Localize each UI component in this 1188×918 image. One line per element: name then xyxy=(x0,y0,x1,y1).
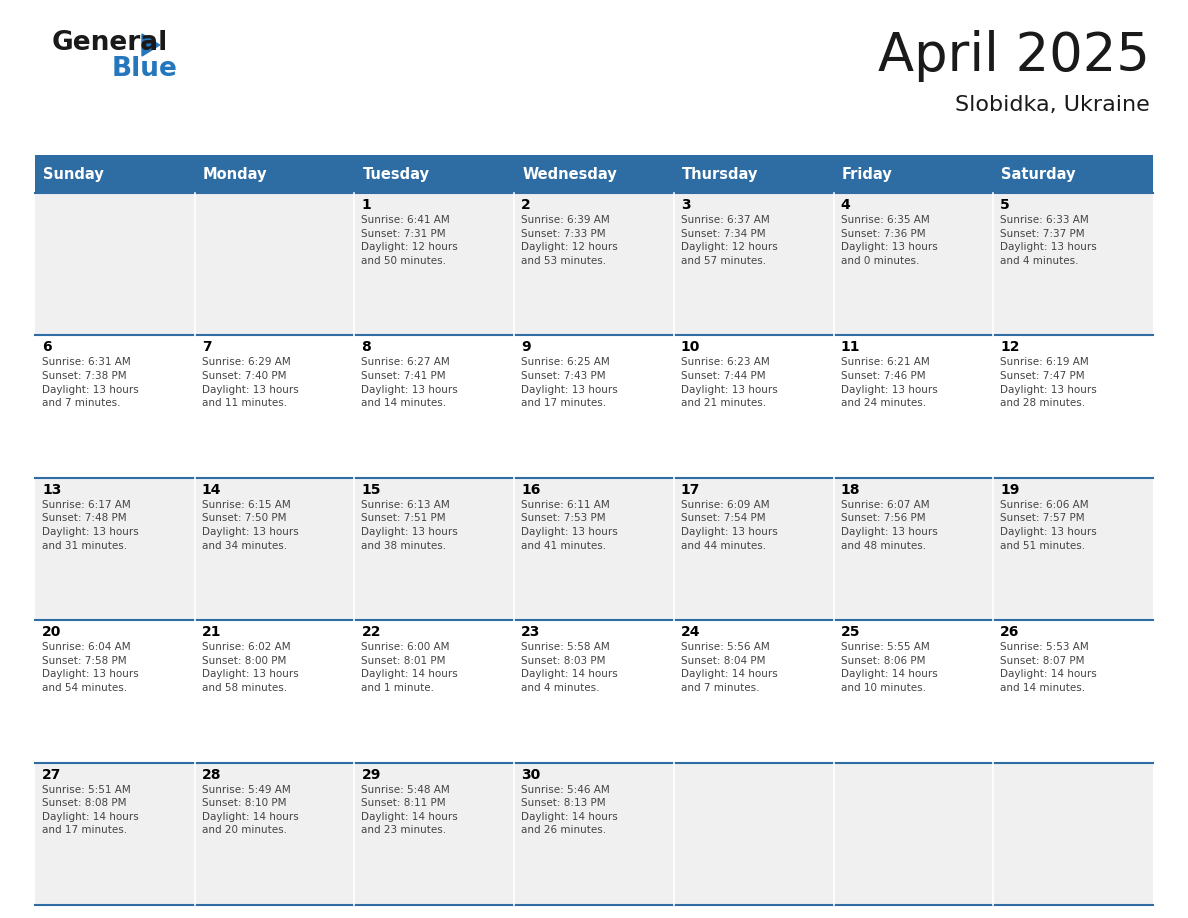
Text: 26: 26 xyxy=(1000,625,1019,639)
Text: 14: 14 xyxy=(202,483,221,497)
Text: Sunrise: 6:15 AM
Sunset: 7:50 PM
Daylight: 13 hours
and 34 minutes.: Sunrise: 6:15 AM Sunset: 7:50 PM Dayligh… xyxy=(202,499,298,551)
Text: Sunrise: 6:23 AM
Sunset: 7:44 PM
Daylight: 13 hours
and 21 minutes.: Sunrise: 6:23 AM Sunset: 7:44 PM Dayligh… xyxy=(681,357,778,409)
Bar xyxy=(34,763,1154,905)
Text: Sunrise: 6:00 AM
Sunset: 8:01 PM
Daylight: 14 hours
and 1 minute.: Sunrise: 6:00 AM Sunset: 8:01 PM Dayligh… xyxy=(361,643,459,693)
Text: 9: 9 xyxy=(522,341,531,354)
Text: 15: 15 xyxy=(361,483,381,497)
Text: Sunday: Sunday xyxy=(43,166,103,182)
Text: General: General xyxy=(52,30,169,56)
Text: 10: 10 xyxy=(681,341,700,354)
Text: 22: 22 xyxy=(361,625,381,639)
Text: 12: 12 xyxy=(1000,341,1019,354)
Text: Sunrise: 6:07 AM
Sunset: 7:56 PM
Daylight: 13 hours
and 48 minutes.: Sunrise: 6:07 AM Sunset: 7:56 PM Dayligh… xyxy=(841,499,937,551)
Text: Tuesday: Tuesday xyxy=(362,166,429,182)
Text: Sunrise: 6:25 AM
Sunset: 7:43 PM
Daylight: 13 hours
and 17 minutes.: Sunrise: 6:25 AM Sunset: 7:43 PM Dayligh… xyxy=(522,357,618,409)
Text: 17: 17 xyxy=(681,483,700,497)
Text: Sunrise: 5:48 AM
Sunset: 8:11 PM
Daylight: 14 hours
and 23 minutes.: Sunrise: 5:48 AM Sunset: 8:11 PM Dayligh… xyxy=(361,785,459,835)
Bar xyxy=(34,621,1154,763)
Text: Sunrise: 6:17 AM
Sunset: 7:48 PM
Daylight: 13 hours
and 31 minutes.: Sunrise: 6:17 AM Sunset: 7:48 PM Dayligh… xyxy=(42,499,139,551)
Text: 11: 11 xyxy=(841,341,860,354)
Text: Sunrise: 5:55 AM
Sunset: 8:06 PM
Daylight: 14 hours
and 10 minutes.: Sunrise: 5:55 AM Sunset: 8:06 PM Dayligh… xyxy=(841,643,937,693)
Text: 27: 27 xyxy=(42,767,62,781)
Text: Sunrise: 6:31 AM
Sunset: 7:38 PM
Daylight: 13 hours
and 7 minutes.: Sunrise: 6:31 AM Sunset: 7:38 PM Dayligh… xyxy=(42,357,139,409)
Text: Sunrise: 6:06 AM
Sunset: 7:57 PM
Daylight: 13 hours
and 51 minutes.: Sunrise: 6:06 AM Sunset: 7:57 PM Dayligh… xyxy=(1000,499,1097,551)
Text: Sunrise: 5:56 AM
Sunset: 8:04 PM
Daylight: 14 hours
and 7 minutes.: Sunrise: 5:56 AM Sunset: 8:04 PM Dayligh… xyxy=(681,643,778,693)
Text: Sunrise: 6:11 AM
Sunset: 7:53 PM
Daylight: 13 hours
and 41 minutes.: Sunrise: 6:11 AM Sunset: 7:53 PM Dayligh… xyxy=(522,499,618,551)
Polygon shape xyxy=(143,34,159,56)
Bar xyxy=(34,193,1154,335)
Text: 5: 5 xyxy=(1000,198,1010,212)
Text: 1: 1 xyxy=(361,198,371,212)
Text: Sunrise: 6:35 AM
Sunset: 7:36 PM
Daylight: 13 hours
and 0 minutes.: Sunrise: 6:35 AM Sunset: 7:36 PM Dayligh… xyxy=(841,215,937,266)
Text: 28: 28 xyxy=(202,767,221,781)
Text: Sunrise: 6:09 AM
Sunset: 7:54 PM
Daylight: 13 hours
and 44 minutes.: Sunrise: 6:09 AM Sunset: 7:54 PM Dayligh… xyxy=(681,499,778,551)
Text: Sunrise: 5:46 AM
Sunset: 8:13 PM
Daylight: 14 hours
and 26 minutes.: Sunrise: 5:46 AM Sunset: 8:13 PM Dayligh… xyxy=(522,785,618,835)
Text: Sunrise: 6:02 AM
Sunset: 8:00 PM
Daylight: 13 hours
and 58 minutes.: Sunrise: 6:02 AM Sunset: 8:00 PM Dayligh… xyxy=(202,643,298,693)
Text: Sunrise: 6:27 AM
Sunset: 7:41 PM
Daylight: 13 hours
and 14 minutes.: Sunrise: 6:27 AM Sunset: 7:41 PM Dayligh… xyxy=(361,357,459,409)
Text: Sunrise: 5:58 AM
Sunset: 8:03 PM
Daylight: 14 hours
and 4 minutes.: Sunrise: 5:58 AM Sunset: 8:03 PM Dayligh… xyxy=(522,643,618,693)
Text: 3: 3 xyxy=(681,198,690,212)
Text: 8: 8 xyxy=(361,341,371,354)
Text: 16: 16 xyxy=(522,483,541,497)
Text: 21: 21 xyxy=(202,625,221,639)
Bar xyxy=(34,477,1154,621)
Text: Sunrise: 6:37 AM
Sunset: 7:34 PM
Daylight: 12 hours
and 57 minutes.: Sunrise: 6:37 AM Sunset: 7:34 PM Dayligh… xyxy=(681,215,778,266)
Text: Sunrise: 5:51 AM
Sunset: 8:08 PM
Daylight: 14 hours
and 17 minutes.: Sunrise: 5:51 AM Sunset: 8:08 PM Dayligh… xyxy=(42,785,139,835)
Text: 24: 24 xyxy=(681,625,701,639)
Text: 4: 4 xyxy=(841,198,851,212)
Bar xyxy=(34,335,1154,477)
Text: 29: 29 xyxy=(361,767,381,781)
Text: 19: 19 xyxy=(1000,483,1019,497)
Text: 23: 23 xyxy=(522,625,541,639)
Text: 2: 2 xyxy=(522,198,531,212)
Text: Blue: Blue xyxy=(112,56,178,82)
Text: 25: 25 xyxy=(841,625,860,639)
Text: 20: 20 xyxy=(42,625,62,639)
Text: Slobidka, Ukraine: Slobidka, Ukraine xyxy=(955,95,1150,115)
Text: Sunrise: 6:13 AM
Sunset: 7:51 PM
Daylight: 13 hours
and 38 minutes.: Sunrise: 6:13 AM Sunset: 7:51 PM Dayligh… xyxy=(361,499,459,551)
Text: 7: 7 xyxy=(202,341,211,354)
Text: Sunrise: 6:21 AM
Sunset: 7:46 PM
Daylight: 13 hours
and 24 minutes.: Sunrise: 6:21 AM Sunset: 7:46 PM Dayligh… xyxy=(841,357,937,409)
Text: Sunrise: 6:39 AM
Sunset: 7:33 PM
Daylight: 12 hours
and 53 minutes.: Sunrise: 6:39 AM Sunset: 7:33 PM Dayligh… xyxy=(522,215,618,266)
Text: Thursday: Thursday xyxy=(682,166,758,182)
Text: Friday: Friday xyxy=(841,166,892,182)
Text: Sunrise: 6:41 AM
Sunset: 7:31 PM
Daylight: 12 hours
and 50 minutes.: Sunrise: 6:41 AM Sunset: 7:31 PM Dayligh… xyxy=(361,215,459,266)
Text: 6: 6 xyxy=(42,341,51,354)
Text: Wednesday: Wednesday xyxy=(523,166,617,182)
Text: April 2025: April 2025 xyxy=(878,30,1150,82)
Text: Sunrise: 5:49 AM
Sunset: 8:10 PM
Daylight: 14 hours
and 20 minutes.: Sunrise: 5:49 AM Sunset: 8:10 PM Dayligh… xyxy=(202,785,298,835)
Text: 18: 18 xyxy=(841,483,860,497)
Text: Saturday: Saturday xyxy=(1001,166,1076,182)
Text: Monday: Monday xyxy=(203,166,267,182)
Text: Sunrise: 6:29 AM
Sunset: 7:40 PM
Daylight: 13 hours
and 11 minutes.: Sunrise: 6:29 AM Sunset: 7:40 PM Dayligh… xyxy=(202,357,298,409)
Text: Sunrise: 6:04 AM
Sunset: 7:58 PM
Daylight: 13 hours
and 54 minutes.: Sunrise: 6:04 AM Sunset: 7:58 PM Dayligh… xyxy=(42,643,139,693)
Bar xyxy=(34,155,1154,193)
Text: 30: 30 xyxy=(522,767,541,781)
Text: Sunrise: 6:19 AM
Sunset: 7:47 PM
Daylight: 13 hours
and 28 minutes.: Sunrise: 6:19 AM Sunset: 7:47 PM Dayligh… xyxy=(1000,357,1097,409)
Text: Sunrise: 5:53 AM
Sunset: 8:07 PM
Daylight: 14 hours
and 14 minutes.: Sunrise: 5:53 AM Sunset: 8:07 PM Dayligh… xyxy=(1000,643,1097,693)
Text: Sunrise: 6:33 AM
Sunset: 7:37 PM
Daylight: 13 hours
and 4 minutes.: Sunrise: 6:33 AM Sunset: 7:37 PM Dayligh… xyxy=(1000,215,1097,266)
Text: 13: 13 xyxy=(42,483,62,497)
